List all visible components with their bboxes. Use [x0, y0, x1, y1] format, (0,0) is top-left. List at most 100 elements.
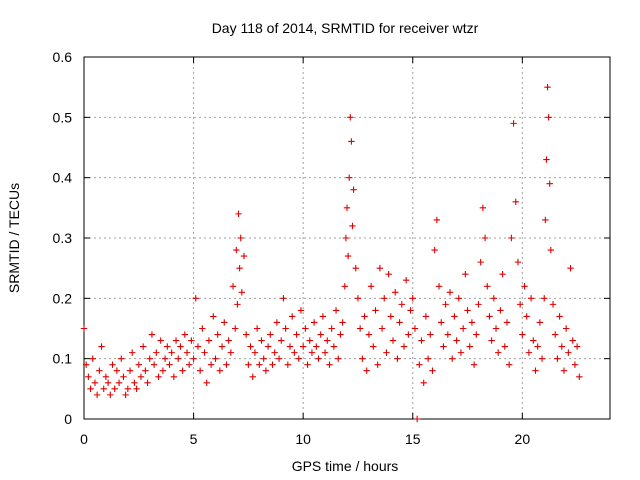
- data-point: [313, 343, 320, 350]
- x-tick-label: 0: [80, 431, 88, 447]
- data-point: [349, 222, 356, 230]
- data-point: [453, 337, 460, 344]
- data-point: [503, 319, 511, 326]
- data-point: [541, 295, 548, 302]
- data-point: [148, 331, 156, 338]
- data-point: [356, 325, 364, 332]
- data-point: [477, 258, 484, 266]
- data-point: [508, 234, 515, 242]
- data-point: [282, 325, 289, 332]
- data-point: [247, 343, 254, 350]
- data-point: [139, 343, 147, 350]
- axis-ticks: 0 0.1 0.2 0.3 0.4 0.5 0.6 0 5 10 15 20: [53, 49, 610, 447]
- x-tick-label: 10: [295, 431, 311, 447]
- data-point: [319, 313, 327, 320]
- data-point: [126, 367, 134, 374]
- data-point: [232, 325, 239, 332]
- data-point: [308, 349, 316, 356]
- data-point: [235, 210, 242, 218]
- data-point: [335, 355, 342, 362]
- data-point: [177, 343, 184, 350]
- data-point: [166, 361, 173, 368]
- data-point: [262, 367, 270, 374]
- data-point: [332, 307, 340, 314]
- data-point: [122, 391, 129, 399]
- data-point: [492, 325, 500, 332]
- data-point: [233, 246, 240, 254]
- data-point: [91, 379, 99, 386]
- data-point: [155, 373, 162, 380]
- data-point: [372, 307, 379, 314]
- data-point: [473, 331, 480, 338]
- data-point: [556, 313, 563, 320]
- data-point: [236, 264, 243, 272]
- data-point: [218, 343, 226, 350]
- data-point: [310, 319, 318, 326]
- data-point: [569, 337, 576, 344]
- data-point: [431, 246, 438, 254]
- data-point: [159, 367, 167, 374]
- data-point: [205, 337, 213, 344]
- data-point: [435, 283, 443, 290]
- y-axis-label: SRMTID / TECUs: [6, 183, 22, 293]
- data-point: [181, 331, 189, 338]
- y-tick-label: 0.4: [53, 170, 73, 186]
- data-point: [381, 295, 388, 302]
- y-tick-label: 0.2: [53, 290, 73, 306]
- data-point: [221, 319, 228, 326]
- data-point: [293, 331, 300, 338]
- data-point: [374, 361, 381, 368]
- data-point: [411, 325, 419, 332]
- data-point: [278, 337, 285, 344]
- data-point: [321, 349, 329, 356]
- data-point: [284, 361, 292, 368]
- data-point: [120, 373, 127, 380]
- data-point: [567, 264, 574, 272]
- data-point: [501, 343, 508, 350]
- data-point: [392, 289, 399, 296]
- data-point: [192, 295, 199, 302]
- data-point: [150, 361, 158, 368]
- data-point: [245, 361, 252, 368]
- data-point: [530, 337, 537, 344]
- y-tick-label: 0.6: [53, 49, 73, 65]
- data-points: [80, 83, 583, 423]
- x-tick-label: 15: [405, 431, 421, 447]
- data-point: [96, 367, 103, 374]
- y-tick-label: 0.3: [53, 230, 73, 246]
- data-point: [142, 367, 149, 374]
- data-point: [89, 355, 96, 362]
- data-point: [249, 373, 256, 380]
- data-point: [157, 337, 164, 344]
- data-point: [129, 349, 136, 356]
- data-point: [153, 349, 160, 356]
- data-point: [420, 379, 427, 386]
- data-point: [137, 373, 145, 380]
- data-point: [416, 361, 423, 368]
- data-point: [225, 337, 232, 344]
- data-point: [207, 361, 215, 368]
- data-point: [343, 204, 351, 212]
- data-point: [210, 313, 217, 320]
- data-point: [546, 180, 553, 187]
- data-point: [280, 295, 287, 302]
- data-point: [558, 343, 565, 350]
- data-point: [383, 349, 390, 356]
- data-point: [201, 349, 208, 356]
- data-point: [354, 295, 362, 302]
- y-tick-label: 0.1: [53, 351, 73, 367]
- data-point: [385, 271, 392, 278]
- data-point: [519, 331, 526, 338]
- data-point: [146, 355, 153, 362]
- data-point: [286, 343, 294, 350]
- data-point: [253, 325, 261, 332]
- data-point: [111, 385, 118, 393]
- data-point: [376, 264, 384, 272]
- data-point: [552, 331, 559, 338]
- data-point: [80, 325, 88, 332]
- data-point: [87, 385, 94, 393]
- data-point: [240, 252, 248, 260]
- data-point: [273, 319, 281, 326]
- data-point: [514, 258, 522, 266]
